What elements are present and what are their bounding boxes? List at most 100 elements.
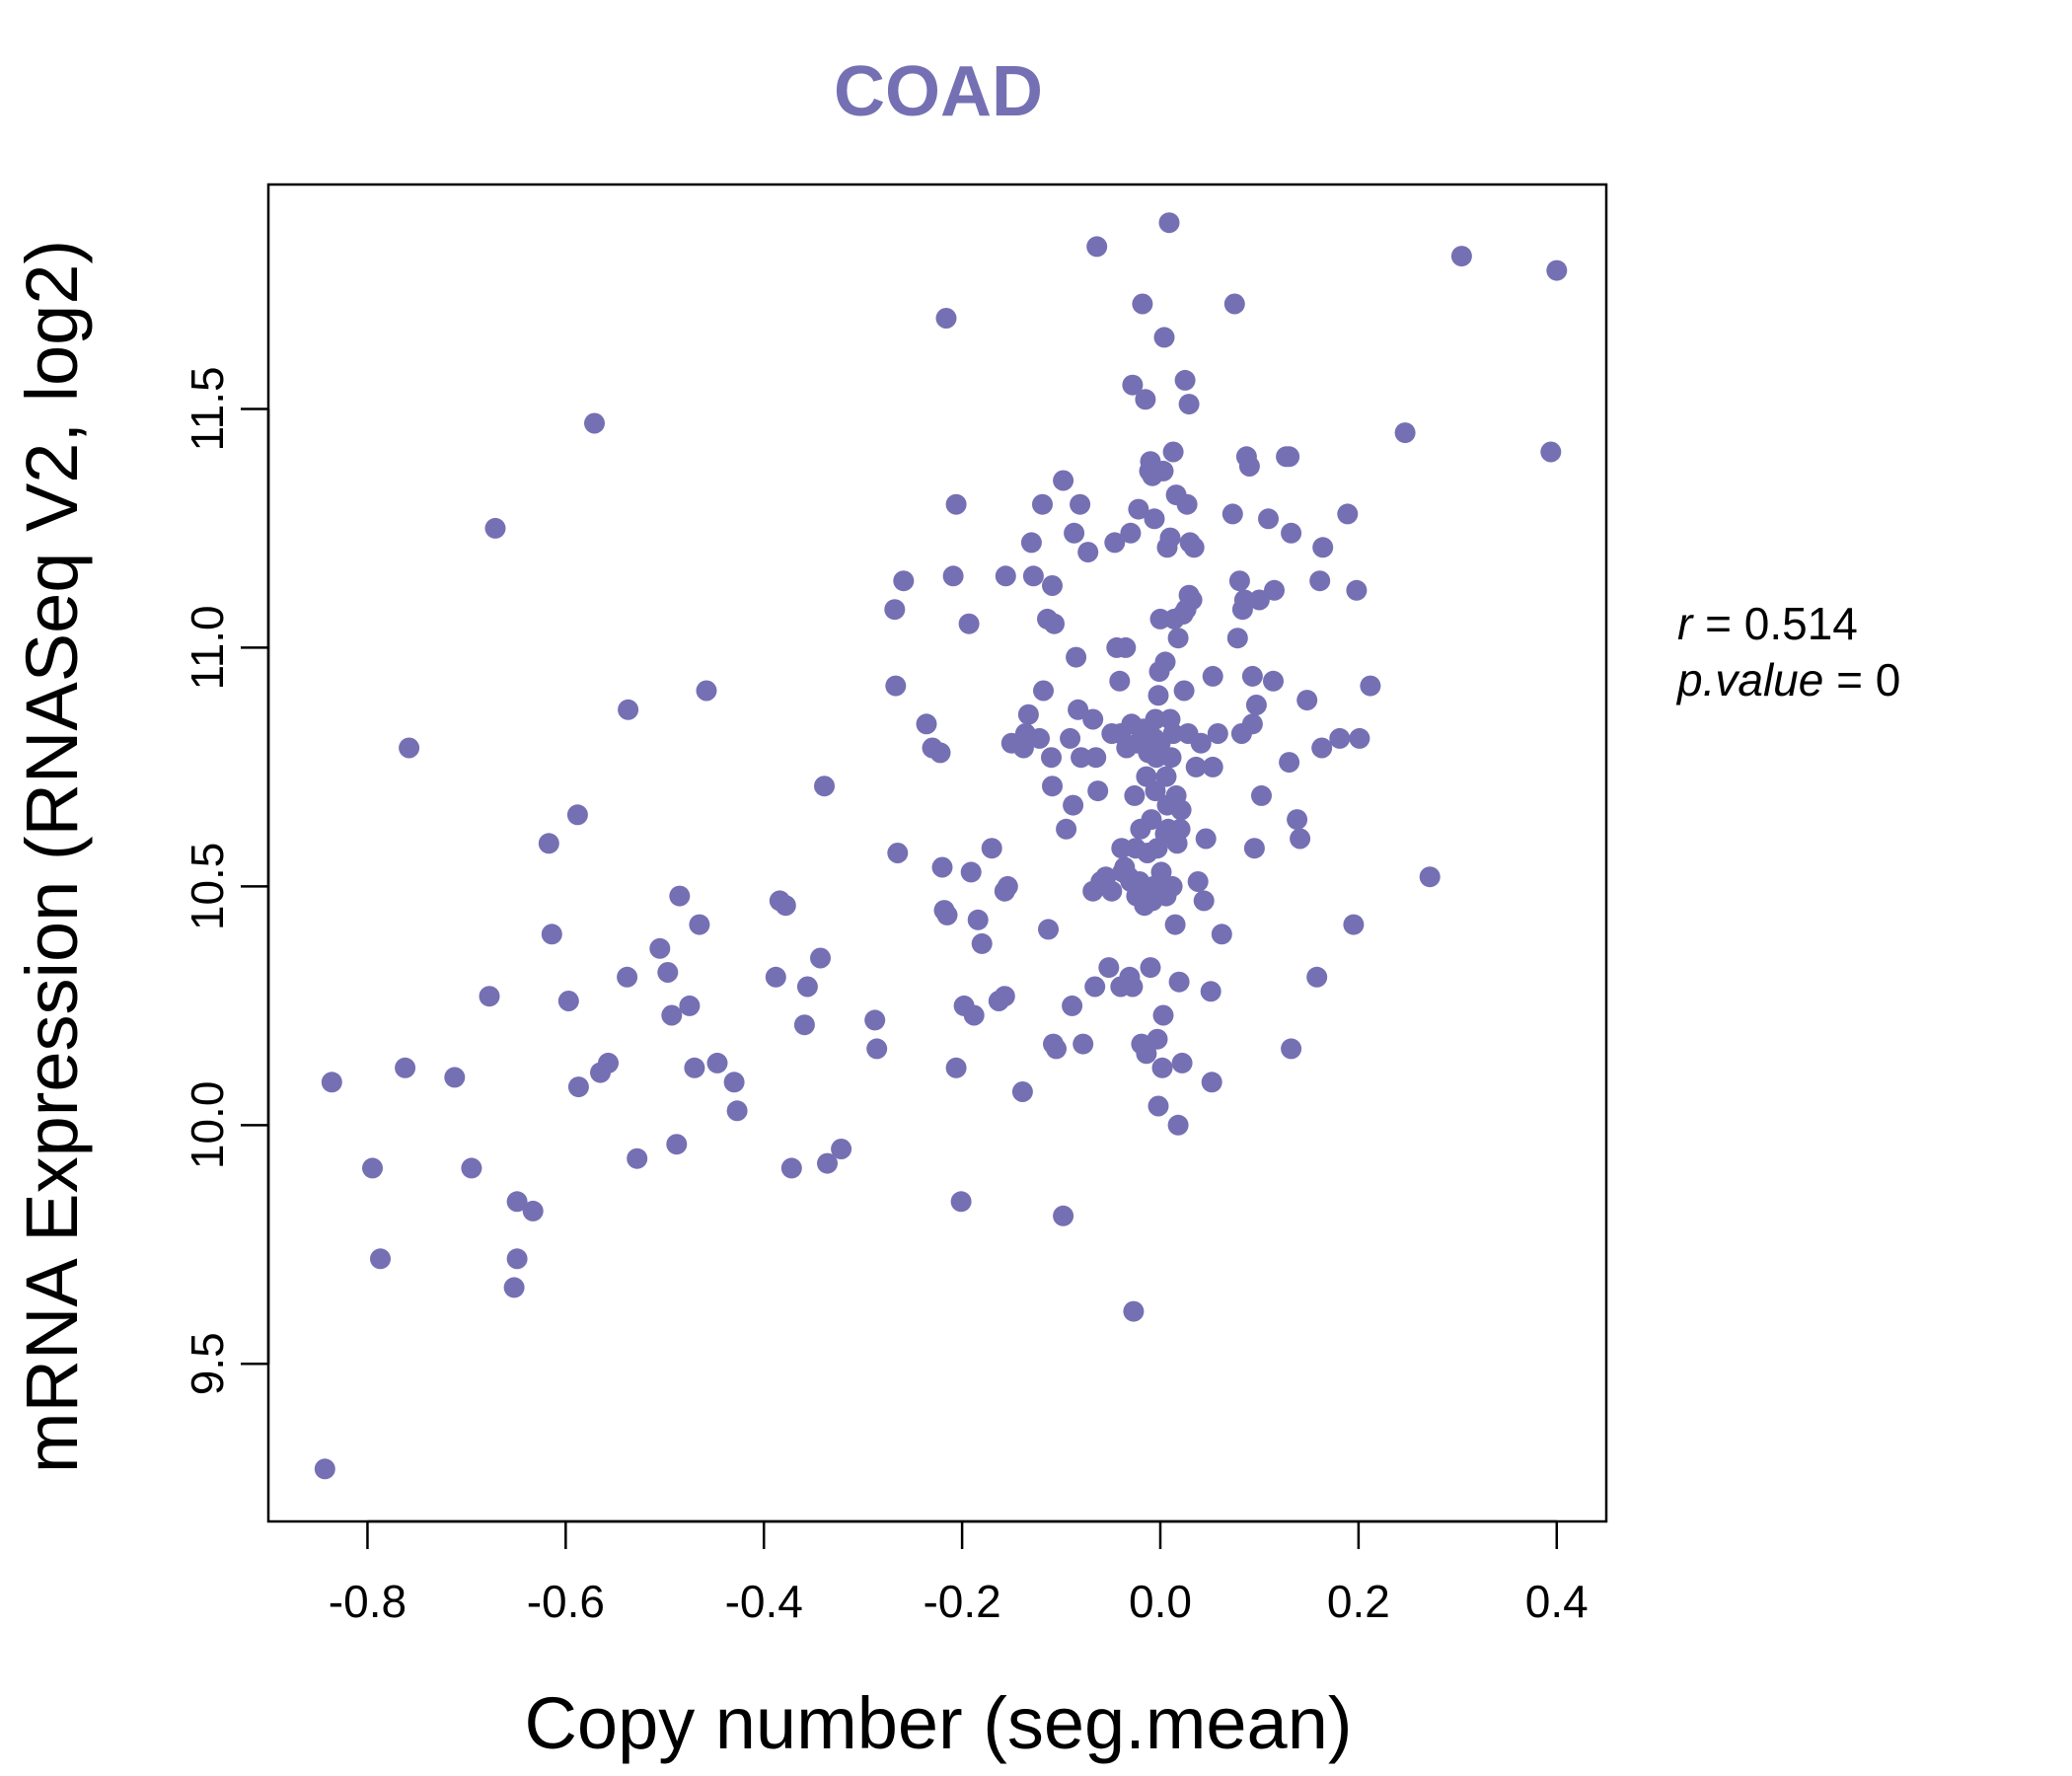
- data-point: [1540, 441, 1562, 463]
- data-point: [649, 937, 671, 959]
- r-value: 0.514: [1744, 598, 1858, 649]
- data-point: [1211, 924, 1232, 945]
- data-point: [1155, 766, 1177, 787]
- data-point: [1161, 875, 1183, 897]
- data-point: [617, 966, 638, 988]
- data-point: [884, 599, 906, 621]
- data-point: [538, 833, 559, 854]
- data-point: [1241, 713, 1263, 735]
- data-point: [1104, 532, 1126, 554]
- x-tick-label: -0.6: [527, 1576, 605, 1627]
- data-point: [618, 699, 639, 720]
- data-point: [1178, 394, 1200, 415]
- data-point: [1124, 784, 1146, 806]
- data-point: [657, 962, 679, 983]
- y-tick-label: 11.5: [182, 366, 233, 451]
- data-point: [981, 838, 1002, 859]
- data-point: [1042, 776, 1063, 797]
- data-point: [661, 1004, 683, 1026]
- data-point: [1145, 780, 1166, 802]
- data-point: [1162, 723, 1184, 744]
- data-point: [1187, 871, 1209, 892]
- data-point: [1201, 1072, 1222, 1093]
- data-point: [796, 976, 818, 998]
- data-point: [598, 1052, 619, 1073]
- data-point: [1279, 446, 1300, 468]
- data-point: [1032, 493, 1053, 515]
- data-point: [1311, 737, 1333, 759]
- data-point: [1202, 756, 1223, 777]
- data-point: [666, 1134, 688, 1155]
- data-point: [1264, 579, 1285, 601]
- x-axis-title: Copy number (seg.mean): [524, 1682, 1352, 1764]
- data-point: [1020, 532, 1042, 554]
- data-point: [831, 1139, 852, 1159]
- r-label: r: [1677, 598, 1694, 649]
- data-point: [1170, 799, 1192, 821]
- data-point: [1140, 957, 1161, 979]
- data-point: [1145, 708, 1166, 730]
- data-point: [1082, 708, 1104, 730]
- p-value: 0: [1876, 654, 1901, 705]
- data-point: [1309, 570, 1331, 592]
- data-point: [1038, 919, 1059, 940]
- data-point: [1153, 327, 1175, 348]
- x-axis: -0.8 -0.6 -0.4 -0.2 0.0 0.2 0.4: [329, 1519, 1589, 1627]
- data-point: [1136, 1043, 1157, 1065]
- data-point: [942, 565, 964, 587]
- data-point: [814, 776, 835, 797]
- data-point: [567, 1076, 589, 1098]
- x-tick-label: -0.2: [923, 1576, 1000, 1627]
- data-point: [557, 991, 579, 1011]
- data-point: [1033, 680, 1054, 702]
- data-point: [1546, 259, 1568, 281]
- data-point: [627, 1147, 648, 1169]
- y-tick-label: 10.0: [182, 1081, 233, 1170]
- data-point: [1228, 570, 1250, 592]
- plot-area-frame: [266, 183, 1608, 1523]
- data-point: [1098, 957, 1120, 979]
- data-point: [1154, 651, 1176, 673]
- data-point: [1233, 589, 1255, 611]
- data-point: [1122, 374, 1144, 396]
- data-point: [1251, 784, 1272, 806]
- data-point: [1101, 880, 1123, 902]
- data-point: [1190, 732, 1212, 754]
- data-point: [887, 843, 909, 863]
- p-label: p.value: [1675, 654, 1823, 705]
- data-point: [1128, 498, 1149, 520]
- data-point: [1241, 665, 1263, 687]
- data-point: [1152, 460, 1174, 481]
- data-point: [1343, 914, 1365, 935]
- data-point: [1053, 1205, 1074, 1226]
- data-point: [1281, 522, 1302, 544]
- data-point: [1173, 680, 1195, 702]
- data-point: [1226, 628, 1248, 649]
- x-tick-label: 0.2: [1327, 1576, 1390, 1627]
- data-point: [726, 1100, 748, 1122]
- data-point: [1109, 670, 1131, 692]
- data-point: [1238, 456, 1260, 477]
- data-point: [1337, 503, 1359, 525]
- data-point: [1169, 818, 1191, 840]
- data-point: [370, 1248, 391, 1270]
- data-point: [1258, 508, 1279, 530]
- data-point: [395, 1057, 416, 1078]
- data-point: [1151, 1057, 1173, 1078]
- data-point: [1329, 727, 1351, 749]
- data-point: [484, 517, 506, 539]
- data-point: [723, 1072, 745, 1093]
- data-point: [706, 1052, 728, 1073]
- data-point: [1164, 914, 1186, 935]
- data-point: [1073, 1033, 1094, 1055]
- data-point: [1056, 818, 1077, 840]
- data-point: [1017, 703, 1039, 725]
- data-point: [866, 1038, 888, 1060]
- data-point: [1159, 527, 1181, 549]
- data-point: [314, 1458, 335, 1480]
- data-point: [1176, 493, 1198, 515]
- data-point: [1248, 589, 1270, 611]
- data-point: [506, 1248, 528, 1270]
- data-point: [1066, 646, 1087, 668]
- data-point: [1287, 809, 1308, 831]
